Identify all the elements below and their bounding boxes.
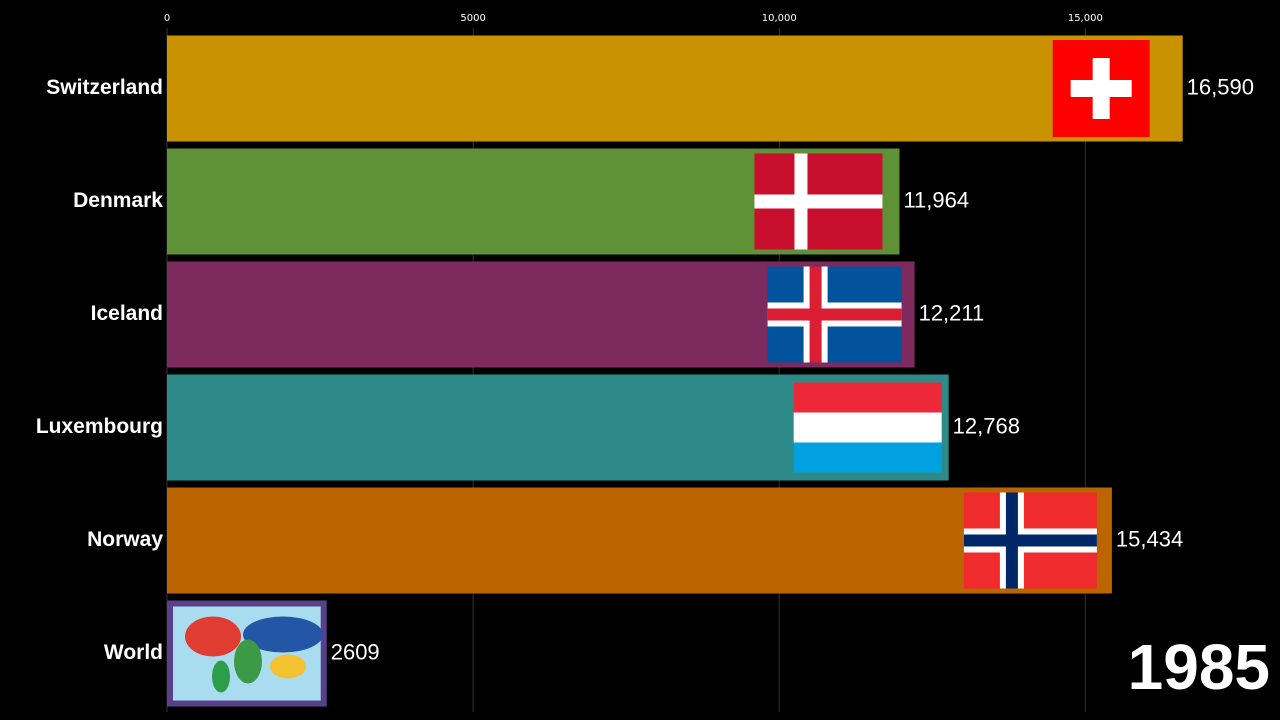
category-label: Luxembourg xyxy=(36,415,163,438)
flag-cross xyxy=(1070,80,1132,97)
category-label: Iceland xyxy=(91,302,163,325)
bar-group: Norway 15,434 xyxy=(87,487,1183,594)
year-label: 1985 xyxy=(1128,631,1270,703)
x-tick-label: 10,000 xyxy=(762,13,797,24)
flag-cross xyxy=(767,308,902,321)
category-label: Denmark xyxy=(73,189,163,212)
bars: Switzerland 16,590 Denmark 11,964 Iceland 12,… xyxy=(36,35,1254,707)
value-label: 12,211 xyxy=(919,300,985,325)
grid: 0 5000 10,000 15,000 xyxy=(164,13,1103,712)
category-label: Switzerland xyxy=(46,76,163,99)
bar-group: Luxembourg 12,768 xyxy=(36,374,1020,481)
value-label: 12,768 xyxy=(953,413,1020,438)
value-label: 15,434 xyxy=(1116,526,1183,551)
world-map-land xyxy=(234,639,262,684)
bar xyxy=(167,35,1183,142)
bar-group: Iceland 12,211 xyxy=(91,261,985,368)
flag-cross xyxy=(754,194,883,209)
world-map-land xyxy=(243,616,323,653)
flag xyxy=(793,382,942,413)
world-map-land xyxy=(270,654,306,679)
bar-group: World 2609 xyxy=(104,600,380,707)
value-label: 2609 xyxy=(331,639,380,664)
value-label: 11,964 xyxy=(903,187,969,212)
x-tick-label: 0 xyxy=(164,13,170,24)
category-label: World xyxy=(104,641,163,664)
bar-group: Denmark 11,964 xyxy=(73,148,969,255)
flag xyxy=(793,442,942,473)
x-tick-label: 5000 xyxy=(460,13,485,24)
x-tick-label: 15,000 xyxy=(1068,13,1103,24)
bar-group: Switzerland 16,590 xyxy=(46,35,1254,142)
value-label: 16,590 xyxy=(1187,74,1254,99)
bar xyxy=(167,487,1112,594)
category-label: Norway xyxy=(87,528,163,551)
flag xyxy=(793,412,942,443)
world-map-land xyxy=(212,660,230,693)
world-map-land xyxy=(185,616,241,657)
flag-cross xyxy=(963,534,1097,547)
